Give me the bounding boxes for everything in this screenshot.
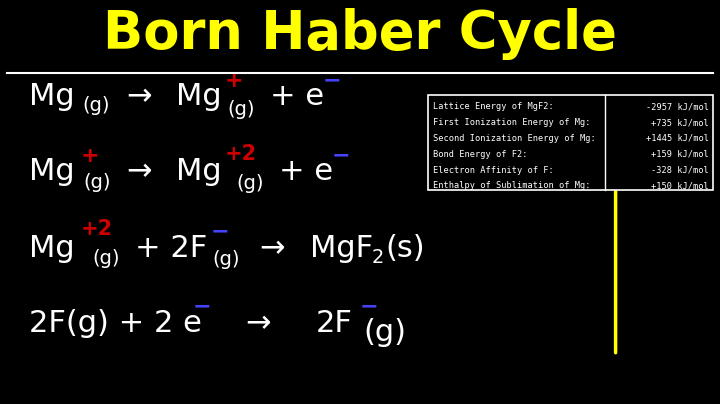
Text: +1445 kJ/mol: +1445 kJ/mol	[647, 134, 709, 143]
Text: −: −	[211, 221, 230, 241]
Text: Mg: Mg	[29, 157, 74, 186]
Text: + e: + e	[279, 157, 333, 186]
Text: Lattice Energy of MgF2:: Lattice Energy of MgF2:	[433, 102, 554, 111]
Text: −: −	[360, 296, 379, 316]
Text: MgF: MgF	[310, 234, 373, 263]
Text: Mg: Mg	[176, 82, 222, 112]
Text: →: →	[245, 309, 270, 338]
Text: +2: +2	[81, 219, 113, 240]
Text: + e: + e	[270, 82, 324, 112]
Text: (s): (s)	[385, 234, 425, 263]
Text: →: →	[259, 234, 284, 263]
Text: +150 kJ/mol: +150 kJ/mol	[652, 181, 709, 190]
FancyBboxPatch shape	[428, 95, 713, 190]
Text: (g): (g)	[84, 173, 111, 192]
Text: + 2F: + 2F	[135, 234, 207, 263]
Text: +: +	[81, 145, 99, 166]
Text: Enthalpy of Sublimation of Mg:: Enthalpy of Sublimation of Mg:	[433, 181, 590, 190]
Text: (g): (g)	[83, 95, 110, 115]
Text: +2: +2	[225, 144, 257, 164]
Text: 2F(g) + 2 e: 2F(g) + 2 e	[29, 309, 202, 338]
Text: 2F: 2F	[315, 309, 352, 338]
Text: (g): (g)	[92, 249, 120, 268]
Text: +: +	[225, 71, 243, 91]
Text: First Ionization Energy of Mg:: First Ionization Energy of Mg:	[433, 118, 590, 127]
Text: 2: 2	[372, 248, 384, 267]
Text: Second Ionization Energy of Mg:: Second Ionization Energy of Mg:	[433, 134, 595, 143]
Text: Mg: Mg	[29, 82, 74, 112]
Text: Mg: Mg	[176, 157, 222, 186]
Text: (g): (g)	[212, 250, 240, 269]
Text: (g): (g)	[236, 174, 264, 194]
Text: +159 kJ/mol: +159 kJ/mol	[652, 150, 709, 159]
Text: Mg: Mg	[29, 234, 74, 263]
Text: Born Haber Cycle: Born Haber Cycle	[103, 8, 617, 60]
Text: +735 kJ/mol: +735 kJ/mol	[652, 118, 709, 127]
Text: −: −	[193, 296, 212, 316]
Text: (g): (g)	[364, 318, 407, 347]
Text: Electron Affinity of F:: Electron Affinity of F:	[433, 166, 554, 175]
Text: -328 kJ/mol: -328 kJ/mol	[652, 166, 709, 175]
Text: →: →	[126, 157, 151, 186]
Text: −: −	[323, 71, 341, 91]
Text: −: −	[331, 145, 350, 166]
Text: -2957 kJ/mol: -2957 kJ/mol	[647, 102, 709, 111]
Text: Bond Energy of F2:: Bond Energy of F2:	[433, 150, 527, 159]
Text: →: →	[126, 82, 151, 112]
Text: (g): (g)	[228, 99, 255, 119]
